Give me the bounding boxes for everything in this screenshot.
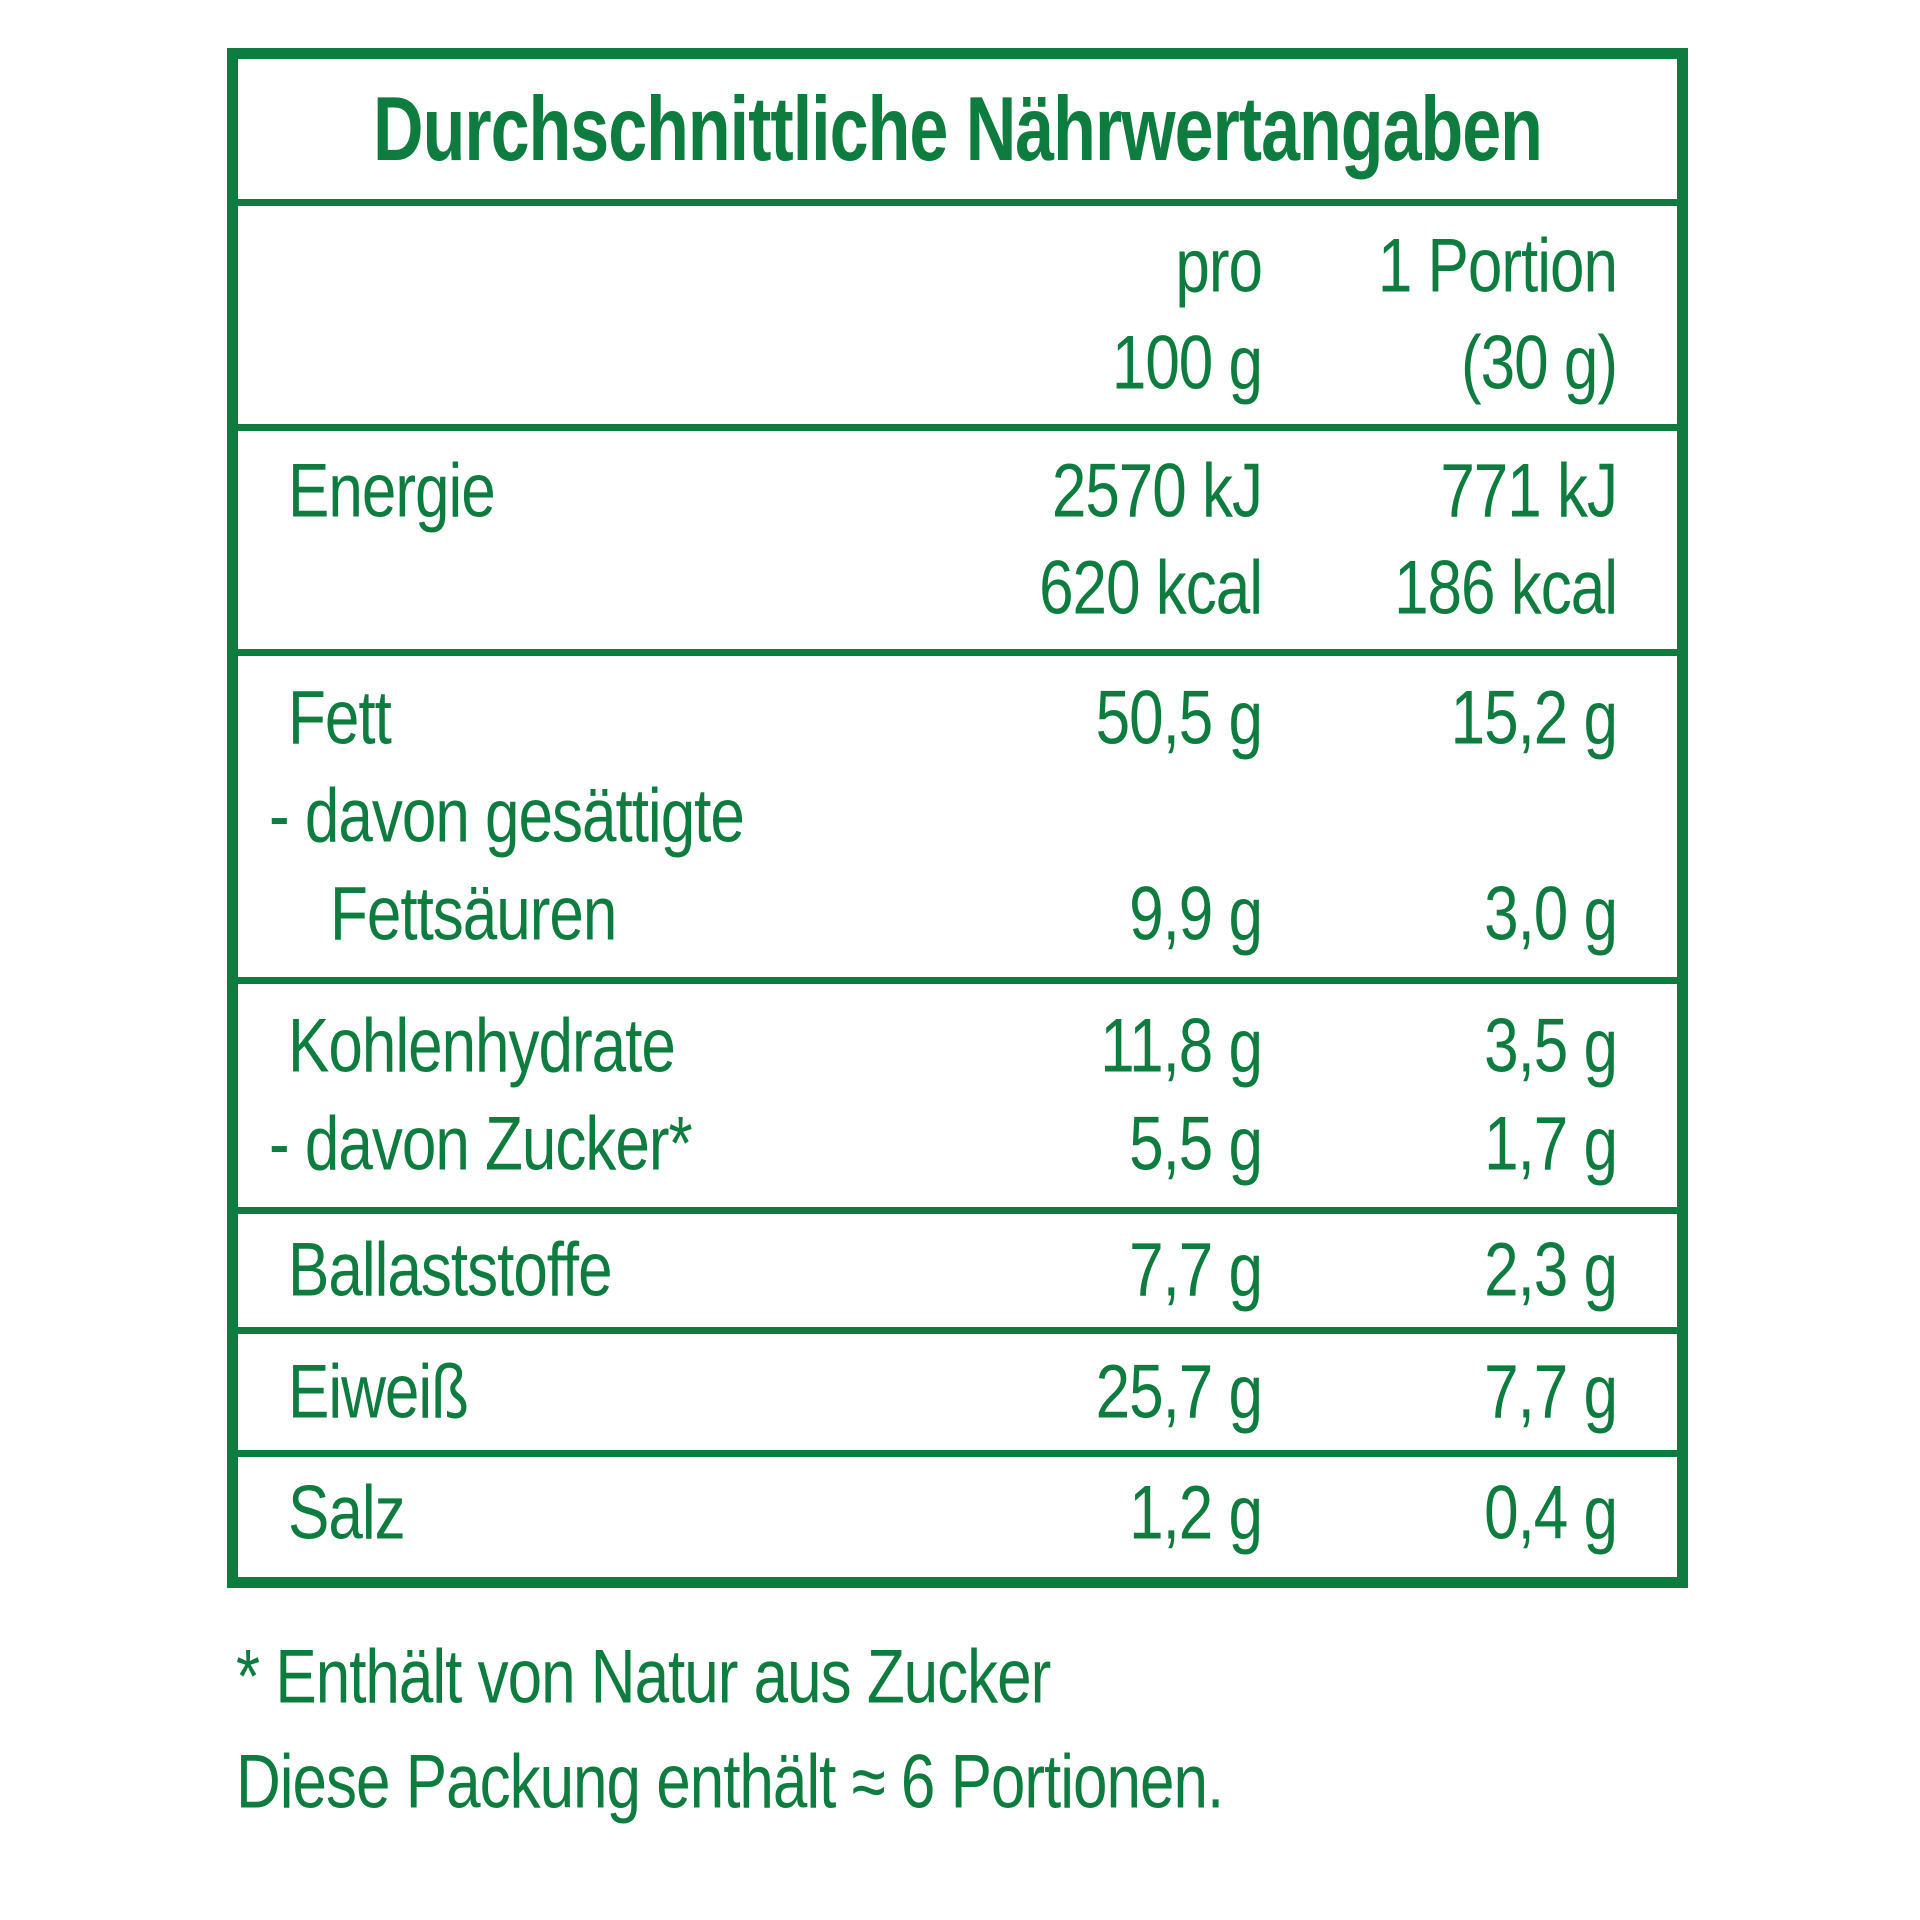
energie-kj-portion: 771 kJ bbox=[1440, 449, 1618, 534]
divider bbox=[238, 199, 1677, 206]
salz-portion: 0,4 g bbox=[1484, 1470, 1618, 1556]
fettsaeuren-line: Fettsäuren 9,9 g 3,0 g bbox=[238, 871, 1677, 958]
kohlenhydrate-line: Kohlenhydrate 11,8 g 3,5 g bbox=[238, 1003, 1677, 1090]
zucker-label: - davon Zucker* bbox=[269, 1102, 693, 1187]
ballaststoffe-label: Ballaststoffe bbox=[288, 1228, 613, 1313]
fett-per100: 50,5 g bbox=[1095, 676, 1263, 761]
salz-per100: 1,2 g bbox=[1129, 1470, 1263, 1556]
zucker-portion: 1,7 g bbox=[1484, 1102, 1618, 1187]
row-salz: Salz 1,2 g 0,4 g bbox=[238, 1457, 1677, 1569]
fettsaeuren-portion: 3,0 g bbox=[1484, 872, 1618, 957]
footnote-natural-sugar: * Enthält von Natur aus Zucker bbox=[236, 1635, 1051, 1720]
zucker-per100: 5,5 g bbox=[1129, 1102, 1263, 1187]
divider bbox=[238, 1450, 1677, 1457]
energie-kj-line: Energie 2570 kJ 771 kJ bbox=[238, 449, 1677, 536]
kohlenhydrate-label: Kohlenhydrate bbox=[288, 1004, 676, 1089]
eiweiss-portion: 7,7 g bbox=[1484, 1349, 1618, 1435]
gesaettigte-label: - davon gesättigte bbox=[269, 774, 745, 859]
kohlenhydrate-per100: 11,8 g bbox=[1100, 1004, 1263, 1089]
eiweiss-per100: 25,7 g bbox=[1095, 1349, 1263, 1435]
fett-portion: 15,2 g bbox=[1450, 676, 1618, 761]
divider bbox=[238, 977, 1677, 984]
divider bbox=[238, 424, 1677, 431]
ballaststoffe-line: Ballaststoffe 7,7 g 2,3 g bbox=[238, 1227, 1677, 1314]
column-header-row-2: 100 g (30 g) bbox=[238, 320, 1677, 407]
table-title-section: Durchschnittliche Nährwertangaben bbox=[238, 59, 1677, 199]
row-eiweiss: Eiweiß 25,7 g 7,7 g bbox=[238, 1334, 1677, 1450]
zucker-line: - davon Zucker* 5,5 g 1,7 g bbox=[238, 1101, 1677, 1188]
col-per100-header-line2: 100 g bbox=[1111, 321, 1263, 406]
energie-kj-per100: 2570 kJ bbox=[1051, 449, 1263, 534]
kohlenhydrate-portion: 3,5 g bbox=[1484, 1004, 1618, 1089]
energie-kcal-line: 620 kcal 186 kcal bbox=[238, 545, 1677, 632]
col-portion-header-line1: 1 Portion bbox=[1377, 224, 1618, 309]
salz-label: Salz bbox=[288, 1470, 406, 1556]
table-title: Durchschnittliche Nährwertangaben bbox=[373, 78, 1543, 180]
row-kohlenhydrate: Kohlenhydrate 11,8 g 3,5 g - davon Zucke… bbox=[238, 984, 1677, 1207]
salz-line: Salz 1,2 g 0,4 g bbox=[238, 1470, 1677, 1557]
divider bbox=[238, 1207, 1677, 1214]
col-portion-header-line2: (30 g) bbox=[1461, 321, 1618, 406]
eiweiss-line: Eiweiß 25,7 g 7,7 g bbox=[238, 1349, 1677, 1436]
column-header-section: pro 1 Portion 100 g (30 g) bbox=[238, 206, 1677, 424]
divider bbox=[238, 649, 1677, 656]
footnotes: * Enthält von Natur aus Zucker Diese Pac… bbox=[236, 1635, 1224, 1824]
fettsaeuren-per100: 9,9 g bbox=[1129, 872, 1263, 957]
column-header-row-1: pro 1 Portion bbox=[238, 224, 1677, 311]
footnote-portions: Diese Packung enthält ≈ 6 Portionen. bbox=[236, 1740, 1224, 1825]
fett-line: Fett 50,5 g 15,2 g bbox=[238, 675, 1677, 762]
energie-kcal-portion: 186 kcal bbox=[1394, 546, 1618, 631]
nutrition-table: Durchschnittliche Nährwertangaben pro 1 … bbox=[227, 48, 1688, 1588]
ballaststoffe-portion: 2,3 g bbox=[1484, 1228, 1618, 1313]
row-ballaststoffe: Ballaststoffe 7,7 g 2,3 g bbox=[238, 1214, 1677, 1327]
energie-label: Energie bbox=[288, 449, 496, 534]
fett-label: Fett bbox=[288, 676, 392, 761]
ballaststoffe-per100: 7,7 g bbox=[1129, 1228, 1263, 1313]
fettsaeuren-label: Fettsäuren bbox=[330, 872, 617, 957]
row-fett: Fett 50,5 g 15,2 g - davon gesättigte Fe… bbox=[238, 656, 1677, 977]
energie-kcal-per100: 620 kcal bbox=[1039, 546, 1263, 631]
eiweiss-label: Eiweiß bbox=[288, 1349, 469, 1435]
gesaettigte-line: - davon gesättigte bbox=[238, 773, 1677, 860]
divider bbox=[238, 1327, 1677, 1334]
row-energie: Energie 2570 kJ 771 kJ 620 kcal 186 kcal bbox=[238, 431, 1677, 649]
col-per100-header-line1: pro bbox=[1175, 224, 1263, 309]
